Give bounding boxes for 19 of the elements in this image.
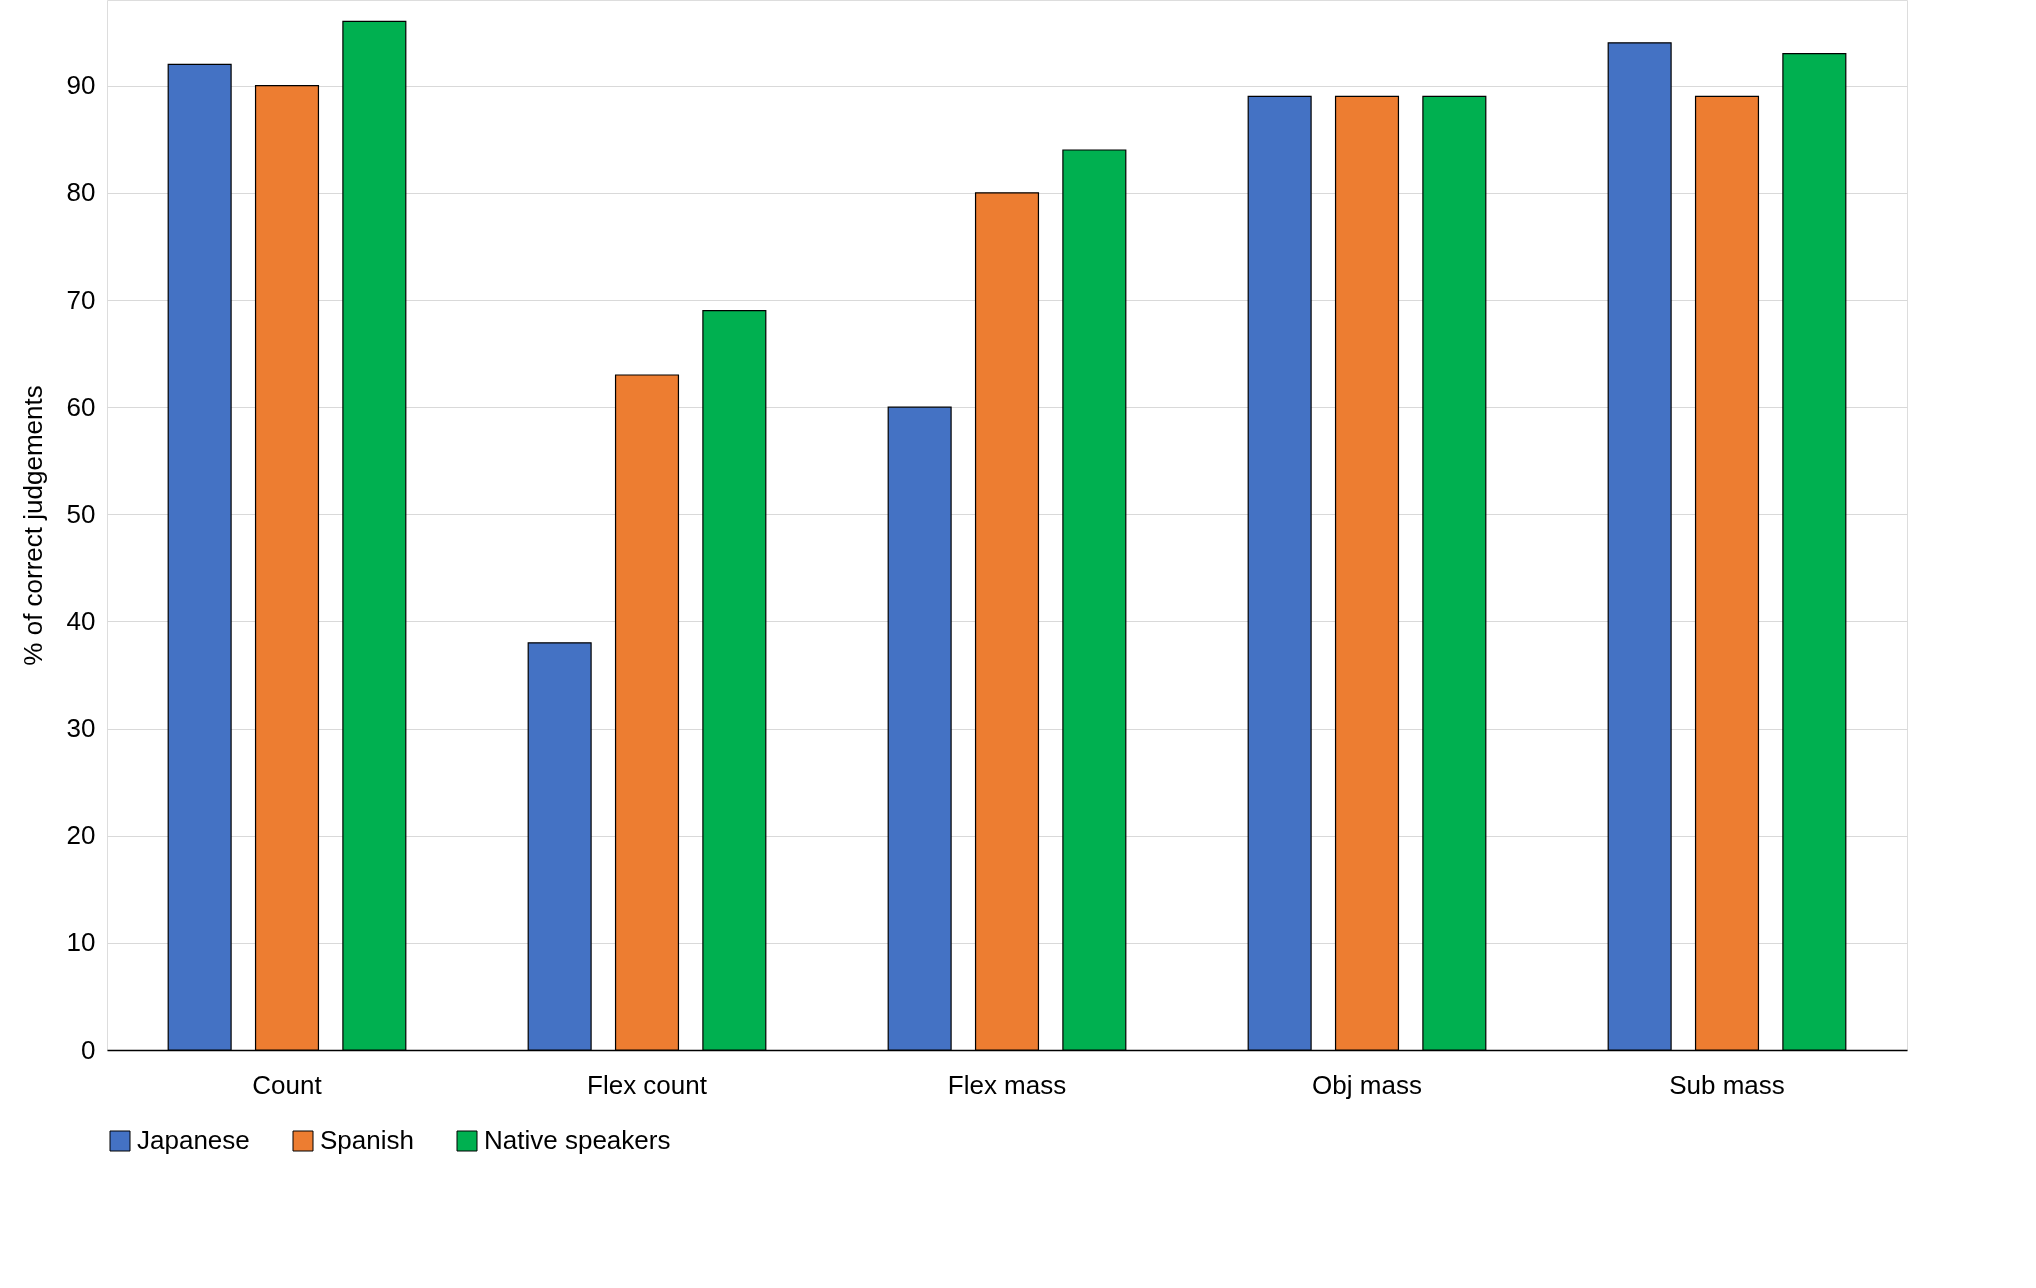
x-tick-label: Sub mass <box>1669 1069 1785 1100</box>
y-tick-label: 20 <box>66 820 96 851</box>
y-tick-label: 80 <box>66 177 96 208</box>
y-tick-label: 70 <box>66 284 96 315</box>
legend-label: Japanese <box>137 1125 250 1155</box>
x-tick-label: Flex count <box>587 1069 708 1100</box>
y-tick-label: 50 <box>66 498 96 529</box>
x-tick-label: Count <box>252 1069 323 1100</box>
y-tick-label: 10 <box>66 927 96 958</box>
y-tick-label: 60 <box>66 391 96 422</box>
y-tick-label: 40 <box>66 605 96 636</box>
y-axis-title: % of correct judgements <box>17 385 48 666</box>
y-tick-label: 0 <box>81 1034 96 1065</box>
legend-label: Spanish <box>320 1125 414 1155</box>
y-tick-label: 90 <box>66 70 96 101</box>
x-tick-label: Flex mass <box>947 1069 1067 1100</box>
legend-label: Native speakers <box>484 1125 671 1155</box>
x-tick-label: Obj mass <box>1312 1069 1422 1100</box>
y-tick-label: 30 <box>66 713 96 744</box>
